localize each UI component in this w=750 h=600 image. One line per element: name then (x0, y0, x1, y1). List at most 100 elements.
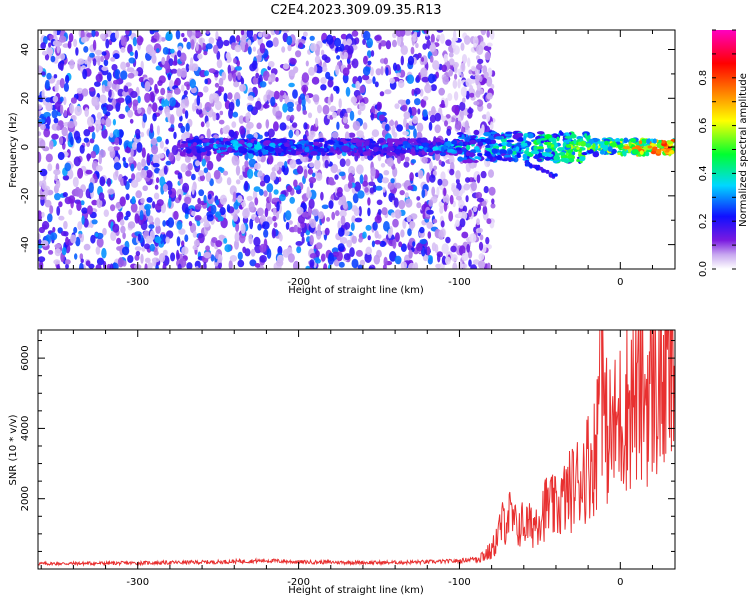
spectrogram-cell (327, 139, 333, 144)
spectrogram-cell (436, 34, 441, 40)
spectrogram-cell (101, 84, 106, 94)
spectrogram-cell (40, 42, 46, 50)
spectrogram-cell (592, 143, 596, 150)
spectrogram-cell (486, 42, 493, 47)
spectrogram-cell (221, 71, 227, 81)
spectrogram-cell (410, 213, 418, 220)
spectrogram-cell (337, 220, 341, 230)
spectrogram-cell (95, 73, 103, 83)
spectrogram-cell (342, 116, 348, 124)
spectrogram-cell (337, 187, 343, 195)
spectrogram-cell (109, 132, 114, 138)
spectrogram-cell (159, 253, 166, 263)
spectrogram-cell (434, 124, 441, 134)
spectrogram-cell (351, 30, 359, 37)
spectrogram-cell (485, 111, 491, 122)
spectrogram-cell (259, 180, 266, 187)
spectrogram-cell (279, 90, 285, 96)
spectrogram-cell (88, 182, 94, 194)
spectrogram-cell (295, 129, 300, 137)
spectrogram-cell (81, 215, 85, 225)
spectrogram-cell (426, 221, 434, 229)
spectrogram-cell (367, 235, 371, 241)
spectrogram-cell (279, 194, 286, 202)
spectrogram-cell (234, 66, 242, 71)
spectrogram-cell (59, 53, 66, 60)
spectrogram-cell (478, 253, 485, 261)
spectrogram-cell (281, 46, 286, 53)
spectrogram-cell (45, 79, 50, 90)
spectrogram-cell (112, 118, 116, 126)
spectrogram-cell (76, 201, 82, 212)
spectrogram-cell (449, 155, 455, 165)
spectrogram-cell (109, 263, 114, 269)
spectrogram-cell (286, 185, 293, 193)
spectrogram-cell (432, 146, 439, 151)
spectrogram-cell (154, 217, 161, 227)
spectrogram-cell (178, 194, 182, 201)
spectrogram-cell (146, 153, 151, 164)
spectrogram-cell (127, 221, 136, 229)
spectrogram-cell (491, 148, 498, 155)
spectrogram-cell (275, 105, 280, 112)
snr-y-label: SNR (10 * v/v) (8, 414, 19, 485)
spectrogram-cell (442, 76, 450, 85)
spectrogram-cell (130, 148, 134, 158)
spectrogram-cell (136, 35, 143, 46)
spectrogram-cell (53, 74, 58, 79)
spectrogram-cell (238, 146, 245, 152)
spectrogram-cell (382, 187, 386, 193)
spectrogram-cell (375, 68, 382, 76)
spectrogram-cell (440, 99, 445, 108)
spectrogram-cell (350, 96, 358, 104)
spectrogram-cell (447, 93, 453, 101)
spectrogram-cell (330, 163, 339, 174)
spectrogram-cell (69, 103, 75, 115)
spectrogram-cell (443, 53, 448, 63)
spectrogram-cell (85, 169, 93, 175)
spectrogram-cell (585, 143, 592, 148)
spectrogram-cell (372, 146, 379, 152)
spectrogram-cell (232, 213, 238, 222)
spectrogram-cell (465, 151, 470, 157)
spectrogram-cell (482, 205, 488, 215)
spectrogram-cell (378, 114, 385, 122)
spectrogram-cell (249, 63, 256, 72)
spectrogram-cell (215, 199, 220, 206)
spectrogram-cell (56, 264, 61, 269)
spectrogram-cell (115, 102, 121, 112)
spectrogram-cell (291, 122, 298, 128)
spectrogram-cell (470, 79, 476, 84)
spectrogram-cell (184, 96, 189, 107)
spectrogram-cell (102, 227, 107, 236)
spectrogram-cell (441, 64, 448, 73)
spectrogram-cell (309, 35, 315, 41)
spectrogram-cell (50, 55, 56, 63)
spectrogram-cell (392, 238, 397, 249)
spectrogram-cell (404, 30, 412, 36)
spectrogram-cell (277, 161, 284, 167)
spectrogram-cell (63, 220, 68, 230)
spectrogram-cell (79, 262, 84, 269)
spectrogram-cell (544, 156, 551, 161)
spectrogram-cell (247, 95, 254, 101)
spectrogram-cell (534, 153, 539, 160)
spectrogram-cell (185, 170, 192, 177)
spectrogram-cell (408, 124, 415, 130)
spectrogram-cell (300, 231, 305, 238)
spectrogram-cell (151, 144, 159, 155)
spectrogram-cell (38, 131, 42, 137)
spectrogram-cell (297, 215, 305, 224)
spectrogram-cell (246, 195, 253, 202)
spectrogram-cell (456, 132, 464, 135)
snr-frame (37, 329, 676, 570)
spectrogram-cell (407, 185, 414, 191)
spectrogram-cell (101, 66, 109, 72)
spectrogram-cell (169, 48, 175, 54)
spectrogram-cell (132, 36, 137, 47)
spectrogram-cell (161, 56, 166, 66)
spectrogram-cell (415, 42, 419, 49)
spectrogram-cell (416, 202, 422, 209)
spectrogram-cell (115, 202, 121, 209)
spectrogram-cell (179, 151, 186, 157)
